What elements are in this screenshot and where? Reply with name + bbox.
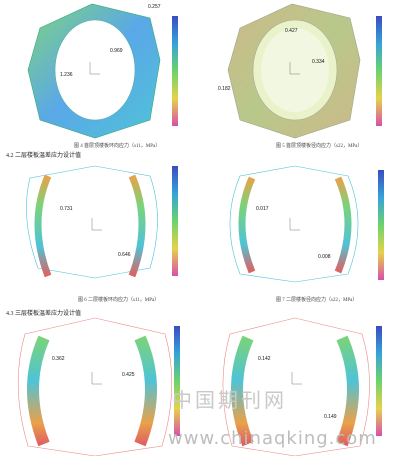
color-legend [172, 166, 178, 276]
color-legend [378, 170, 384, 280]
value-label: 0.731 [60, 206, 73, 212]
value-label: 0.969 [110, 48, 123, 54]
value-label: 0.646 [118, 252, 131, 258]
value-label: 1.236 [60, 72, 73, 78]
figure-caption: 图 5 首层顶楼板径向应力（s22，MPa） [276, 144, 363, 149]
figure-9-panel: 0.142 0.149 [200, 316, 400, 457]
section-heading-4-2: 4.2 二层楼板温差应力设计值 [6, 153, 82, 159]
value-label: 0.334 [312, 59, 325, 65]
value-label: 0.017 [256, 206, 269, 212]
figure-caption: 图 4 首层顶楼板环向应力（s11，MPa） [74, 144, 161, 149]
figure-5-stress-plot: 0.427 0.334 0.182 [218, 3, 382, 139]
figure-6-stress-plot: 0.731 0.646 [26, 165, 178, 279]
section-heading-4-3: 4.3 三层楼板温差应力设计值 [6, 311, 82, 317]
value-label: 0.427 [285, 28, 298, 34]
color-legend [376, 326, 382, 436]
value-label: 0.149 [324, 414, 337, 420]
figure-6-panel: 0.731 0.646 图 6 二层楼板环向应力（s11，MPa） [0, 158, 200, 303]
figure-caption: 图 6 二层楼板环向应力（s11，MPa） [78, 298, 160, 303]
figure-7-stress-plot: 0.017 0.008 [229, 165, 384, 283]
figure-4-stress-plot: 0.257 0.969 1.236 [27, 3, 178, 139]
figure-9-stress-plot: 0.142 0.149 [222, 317, 382, 457]
color-legend [172, 16, 178, 126]
value-label: 0.362 [52, 356, 65, 362]
figure-7-panel: 0.017 0.008 图 7 二层楼板径向应力（s22，MPa） [200, 158, 400, 303]
figure-8-stress-plot: 0.362 0.425 [17, 317, 180, 457]
color-legend [174, 326, 180, 436]
watermark-url: www.chinaqking.com [168, 428, 377, 449]
value-label: 0.182 [218, 86, 231, 92]
value-label: 0.142 [258, 356, 271, 362]
watermark-cn: 中国期刊网 [172, 388, 287, 412]
value-label: 0.008 [318, 254, 331, 260]
figure-8-panel: 0.362 0.425 [0, 316, 200, 457]
figure-caption: 图 7 二层楼板径向应力（s22，MPa） [276, 298, 358, 303]
color-legend [376, 16, 382, 126]
value-label: 0.425 [122, 372, 135, 378]
figure-5-panel: 0.427 0.334 0.182 图 5 首层顶楼板径向应力（s22，MPa） [200, 0, 400, 149]
figure-4-panel: 0.257 0.969 1.236 图 4 首层顶楼板环向应力（s11，MPa） [0, 0, 200, 149]
value-label: 0.257 [148, 4, 161, 10]
